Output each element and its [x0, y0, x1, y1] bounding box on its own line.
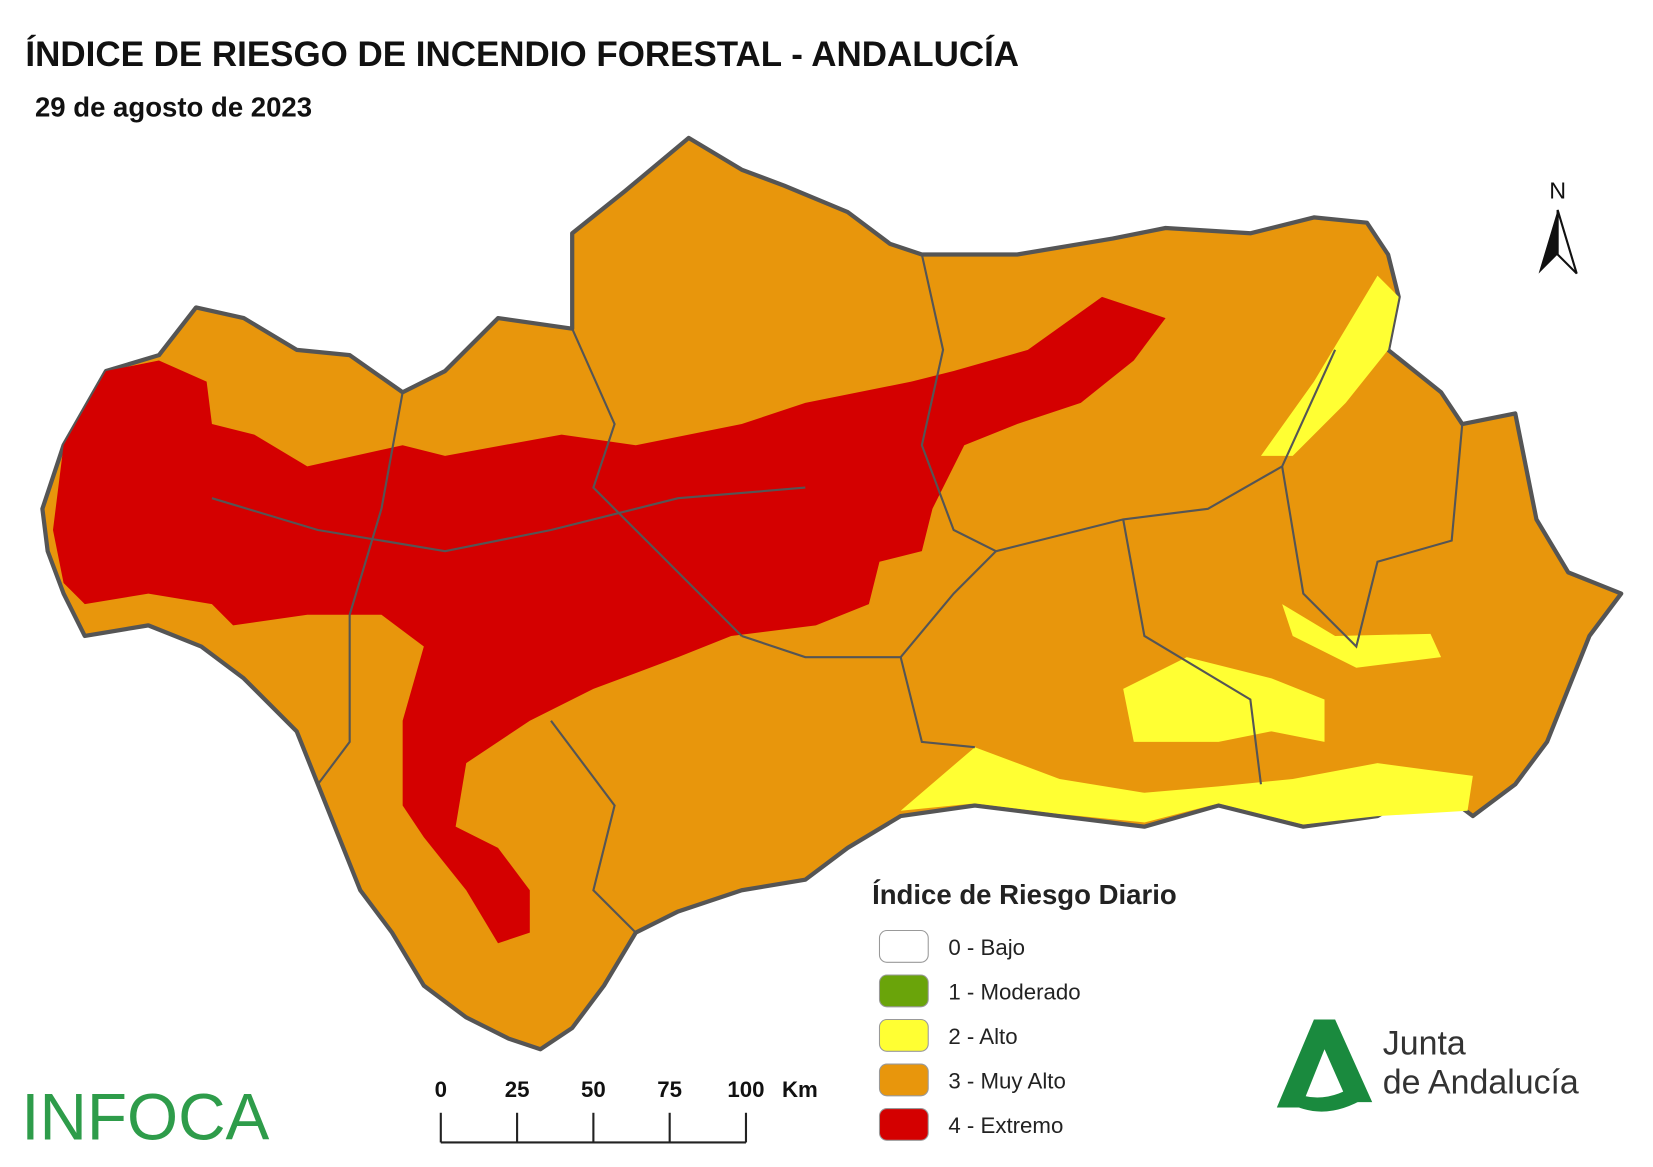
- north-label: N: [1549, 177, 1566, 203]
- legend-label: 2 - Alto: [948, 1024, 1017, 1049]
- boundaries: [211, 254, 1464, 934]
- title: ÍNDICE DE RIESGO DE INCENDIO FORESTAL - …: [25, 34, 1019, 74]
- legend-label: 1 - Moderado: [948, 979, 1080, 1004]
- legend-swatch: [878, 1108, 929, 1141]
- subtitle: 29 de agosto de 2023: [35, 92, 312, 123]
- scale-tick-label: 100: [727, 1077, 764, 1102]
- junta-logo-text: de Andalucía: [1383, 1064, 1579, 1102]
- region-alto: [1260, 275, 1399, 456]
- legend-swatch: [878, 1063, 929, 1097]
- scale-tick-label: 25: [505, 1077, 530, 1102]
- region-extremo: [52, 296, 1166, 944]
- region-map: [40, 135, 1624, 1052]
- legend-label: 3 - Muy Alto: [948, 1068, 1065, 1093]
- north-arrow-half: [1538, 209, 1558, 274]
- infoca-logo: INFOCA: [21, 1080, 269, 1153]
- north-arrow-half: [1556, 209, 1578, 275]
- region-alto: [900, 747, 1473, 825]
- scale-unit: Km: [782, 1077, 818, 1102]
- legend-label: 4 - Extremo: [948, 1113, 1063, 1138]
- region-alto: [1123, 657, 1325, 742]
- scale-bar: 0 25 50 75 100 Km: [435, 1077, 818, 1144]
- junta-logo-text: Junta: [1383, 1024, 1466, 1062]
- junta-logo-mark: [1276, 1019, 1373, 1108]
- legend-title: Índice de Riesgo Diario: [872, 879, 1177, 910]
- scale-tick-label: 75: [657, 1077, 682, 1102]
- legend-swatch: [878, 929, 929, 963]
- legend-swatch: [878, 1019, 929, 1052]
- region-alto: [1282, 604, 1442, 668]
- scale-tick-label: 50: [581, 1077, 606, 1102]
- legend-swatch: [878, 974, 929, 1008]
- north-arrow: N: [1538, 177, 1578, 275]
- scale-tick-label: 0: [435, 1077, 447, 1102]
- junta-logo-mark: [1287, 1080, 1367, 1112]
- legend: 0 - Bajo 1 - Moderado 2 - Alto 3 - Muy Alto…: [878, 929, 1081, 1141]
- legend-label: 0 - Bajo: [948, 935, 1025, 960]
- junta-logo: Junta de Andalucía: [1276, 1019, 1579, 1112]
